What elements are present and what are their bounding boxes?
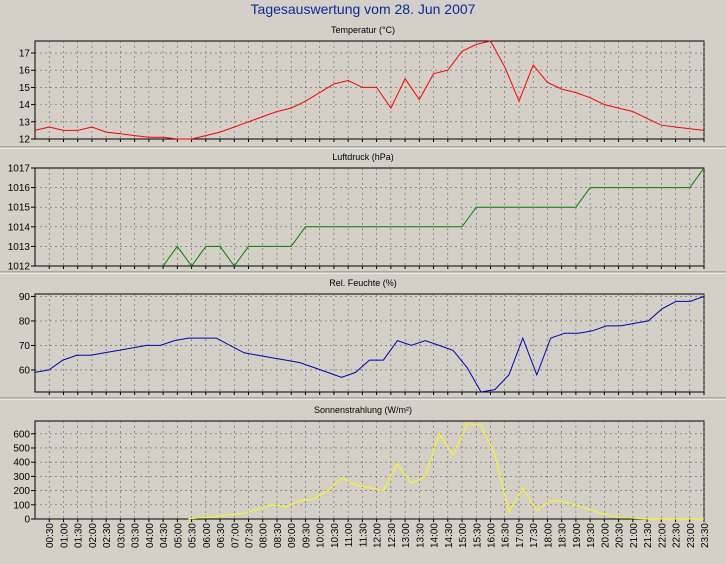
x-tick-label: 05:00 bbox=[173, 523, 184, 548]
x-tick-label: 05:30 bbox=[188, 523, 199, 548]
x-tick-label: 02:30 bbox=[102, 523, 113, 548]
series-line bbox=[162, 167, 705, 267]
x-tick-label: 10:00 bbox=[316, 523, 327, 548]
y-tick-label: 1013 bbox=[8, 242, 31, 253]
x-tick-label: 20:30 bbox=[615, 523, 626, 548]
y-tick-label: 1014 bbox=[8, 222, 31, 233]
x-tick-label: 11:30 bbox=[358, 523, 369, 548]
x-tick-label: 04:30 bbox=[159, 523, 170, 548]
x-tick-label: 14:00 bbox=[430, 523, 441, 548]
x-tick-label: 15:00 bbox=[458, 523, 469, 548]
x-tick-label: 21:00 bbox=[629, 523, 640, 548]
series-line bbox=[34, 295, 705, 393]
plot-area bbox=[34, 167, 705, 267]
x-tick-label: 19:00 bbox=[572, 523, 583, 548]
x-tick-label: 23:00 bbox=[686, 523, 697, 548]
x-tick-label: 14:30 bbox=[444, 523, 455, 548]
x-tick-label: 09:30 bbox=[301, 523, 312, 548]
plot-area bbox=[34, 293, 705, 393]
series-line bbox=[34, 40, 705, 140]
chart-panel-4: Sonnenstrahlung (W/m²) 0 100 200 300 400 500 60… bbox=[13, 405, 705, 526]
x-tick-label: 06:30 bbox=[216, 523, 227, 548]
y-tick-label: 90 bbox=[19, 292, 31, 303]
y-tick-label: 1015 bbox=[8, 203, 31, 214]
x-tick-label: 06:00 bbox=[202, 523, 213, 548]
y-tick-label: 300 bbox=[13, 472, 30, 483]
x-tick-label: 10:30 bbox=[330, 523, 341, 548]
x-tick-label: 17:00 bbox=[515, 523, 526, 548]
y-tick-label: 200 bbox=[13, 486, 30, 497]
x-tick-label: 11:00 bbox=[344, 523, 355, 548]
x-tick-label: 13:30 bbox=[415, 523, 426, 548]
y-tick-label: 500 bbox=[13, 443, 30, 454]
y-tick-label: 16 bbox=[19, 66, 31, 77]
x-tick-label: 22:30 bbox=[672, 523, 683, 548]
x-tick-label: 18:00 bbox=[543, 523, 554, 548]
x-tick-label: 12:00 bbox=[373, 523, 384, 548]
x-tick-label: 15:30 bbox=[472, 523, 483, 548]
y-tick-label: 100 bbox=[13, 500, 30, 511]
y-tick-label: 80 bbox=[19, 316, 31, 327]
series-line bbox=[188, 423, 704, 520]
y-tick-label: 1012 bbox=[8, 262, 31, 273]
plot-area bbox=[34, 40, 705, 140]
chart-title: Luftdruck (hPa) bbox=[332, 152, 394, 162]
y-tick-label: 70 bbox=[19, 341, 31, 352]
x-tick-label: 20:00 bbox=[600, 523, 611, 548]
y-tick-label: 0 bbox=[24, 515, 30, 526]
x-tick-label: 12:30 bbox=[387, 523, 398, 548]
chart-title: Temperatur (°C) bbox=[331, 25, 395, 35]
x-tick-label: 16:30 bbox=[501, 523, 512, 548]
x-tick-label: 03:00 bbox=[116, 523, 127, 548]
x-tick-label: 13:00 bbox=[401, 523, 412, 548]
chart-title: Sonnenstrahlung (W/m²) bbox=[314, 405, 412, 415]
y-tick-label: 60 bbox=[19, 365, 31, 376]
x-axis-labels: 00:30 01:00 01:30 02:00 02:30 03:00 03:30 04:00… bbox=[45, 523, 711, 548]
x-tick-label: 07:30 bbox=[245, 523, 256, 548]
x-tick-label: 04:00 bbox=[145, 523, 156, 548]
x-tick-label: 00:30 bbox=[45, 523, 56, 548]
x-tick-label: 07:00 bbox=[230, 523, 241, 548]
y-tick-label: 1016 bbox=[8, 183, 31, 194]
x-tick-label: 22:00 bbox=[657, 523, 668, 548]
y-tick-label: 17 bbox=[19, 49, 31, 60]
x-tick-label: 01:30 bbox=[74, 523, 85, 548]
y-tick-label: 15 bbox=[19, 83, 31, 94]
y-tick-label: 14 bbox=[19, 100, 31, 111]
y-tick-label: 1017 bbox=[8, 164, 31, 175]
x-tick-label: 21:30 bbox=[643, 523, 654, 548]
y-tick-label: 600 bbox=[13, 429, 30, 440]
y-tick-label: 12 bbox=[19, 135, 31, 146]
x-tick-label: 09:00 bbox=[287, 523, 298, 548]
x-tick-label: 01:00 bbox=[59, 523, 70, 548]
x-tick-label: 08:30 bbox=[273, 523, 284, 548]
chart-panel-2: Luftdruck (hPa) 1012 1013 1014 1015 1016 1017 bbox=[8, 152, 705, 273]
chart-title: Rel. Feuchte (%) bbox=[329, 278, 397, 288]
page-title: Tagesauswertung vom 28. Jun 2007 bbox=[250, 1, 476, 17]
y-tick-label: 400 bbox=[13, 458, 30, 469]
x-tick-label: 17:30 bbox=[529, 523, 540, 548]
x-tick-label: 18:30 bbox=[558, 523, 569, 548]
x-tick-label: 16:00 bbox=[486, 523, 497, 548]
y-tick-label: 13 bbox=[19, 117, 31, 128]
plot-area bbox=[34, 420, 705, 520]
x-tick-label: 23:30 bbox=[700, 523, 711, 548]
x-tick-label: 02:00 bbox=[88, 523, 99, 548]
x-tick-label: 08:00 bbox=[259, 523, 270, 548]
x-tick-label: 03:30 bbox=[131, 523, 142, 548]
x-tick-label: 19:30 bbox=[586, 523, 597, 548]
chart-panel-3: Rel. Feuchte (%) 60 70 80 90 bbox=[19, 278, 705, 395]
chart-panel-1: Temperatur (°C) 12 13 14 15 16 17 bbox=[19, 25, 705, 146]
